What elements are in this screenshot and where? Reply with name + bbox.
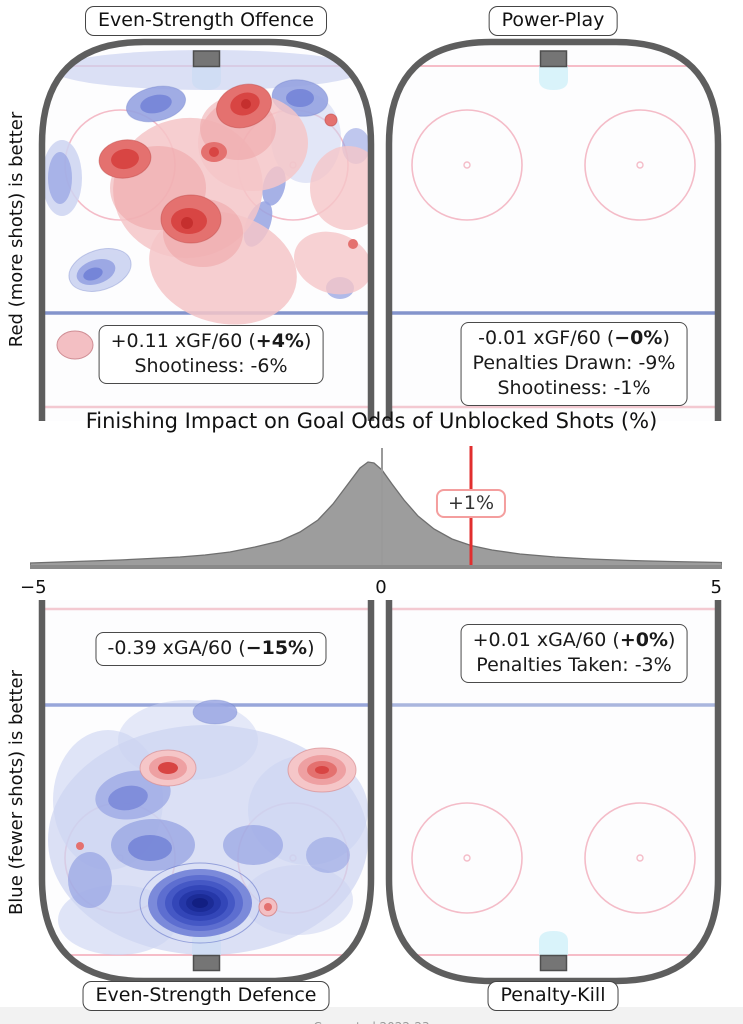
ice-surface	[389, 600, 718, 981]
rink-boards	[38, 38, 375, 421]
goal-net	[539, 50, 568, 68]
stat-line-penalties-drawn: Penalties Drawn: -9%	[472, 352, 676, 375]
x-tick-5: 5	[710, 577, 722, 598]
title-es-offence: Even-Strength Offence	[85, 6, 327, 36]
es-offence-heatmap	[42, 50, 371, 325]
stats-es-defence: -0.39 xGA/60 (−15%)	[95, 632, 327, 667]
goal-net	[192, 954, 221, 972]
x-tick-zero: 0	[375, 577, 387, 598]
axis-label-red-better-text: Red (more shots) is better	[6, 111, 28, 348]
faceoff-circle-right	[584, 109, 696, 221]
faceoff-dot-right	[636, 854, 644, 862]
stats-penalty-kill: +0.01 xGA/60 (+0%) Penalties Taken: -3%	[460, 624, 688, 684]
stats-es-offence: +0.11 xGF/60 (+4%) Shootiness: -6%	[98, 325, 324, 385]
rink-penalty-kill	[385, 600, 722, 985]
footer-text: Computed 2022-23	[313, 1020, 429, 1024]
finishing-density-plot	[30, 446, 722, 569]
stat-line-shootiness: Shootiness: -1%	[497, 377, 651, 400]
axis-label-red-better: Red (more shots) is better	[0, 38, 34, 421]
stat-line-xgf: -0.01 xGF/60 (−0%)	[478, 327, 670, 349]
goal-net	[192, 50, 221, 68]
footer-strip: Computed 2022-23	[0, 1007, 743, 1024]
title-power-play: Power-Play	[488, 6, 618, 36]
stat-line-shootiness: Shootiness: -6%	[134, 355, 288, 378]
stats-power-play: -0.01 xGF/60 (−0%) Penalties Drawn: -9% …	[460, 322, 688, 407]
goal-net	[539, 954, 568, 972]
contour-legend-blob	[56, 330, 94, 360]
faceoff-dot-left	[463, 161, 471, 169]
faceoff-circle-right	[584, 802, 696, 914]
stat-line-xga: +0.01 xGA/60 (+0%)	[472, 629, 676, 651]
stat-line-xga: -0.39 xGA/60 (−15%)	[107, 637, 315, 659]
goal-crease	[539, 66, 568, 90]
marker-value-label: +1%	[435, 489, 507, 518]
x-tick-minus5: −5	[20, 577, 47, 598]
density-curve	[30, 461, 722, 568]
title-es-defence: Even-Strength Defence	[82, 981, 330, 1011]
faceoff-circle-left	[411, 109, 523, 221]
faceoff-dot-left	[463, 854, 471, 862]
es-defence-heatmap	[48, 699, 368, 955]
faceoff-circle-left	[411, 802, 523, 914]
stat-line-penalties-taken: Penalties Taken: -3%	[476, 654, 672, 677]
density-title: Finishing Impact on Goal Odds of Unblock…	[85, 409, 658, 433]
title-penalty-kill: Penalty-Kill	[487, 981, 619, 1011]
axis-label-blue-better-text: Blue (fewer shots) is better	[6, 669, 28, 916]
goal-crease	[539, 931, 568, 955]
faceoff-dot-right	[636, 161, 644, 169]
rink-es-defence	[38, 600, 375, 985]
rink-boards	[385, 38, 722, 421]
stat-line-xgf: +0.11 xGF/60 (+4%)	[110, 330, 312, 352]
axis-label-blue-better: Blue (fewer shots) is better	[0, 600, 34, 985]
